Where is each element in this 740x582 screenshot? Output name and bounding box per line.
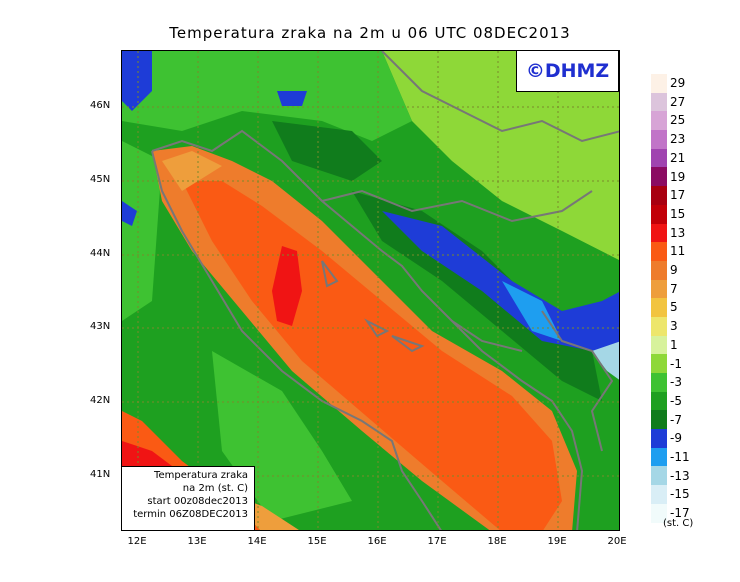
legend-swatch	[651, 391, 667, 411]
legend-label: 27	[670, 94, 686, 109]
lon-label-16e: 16E	[367, 536, 387, 547]
lat-label-42n: 42N	[90, 395, 111, 406]
color-legend	[651, 74, 667, 523]
legend-label: -1	[670, 356, 682, 371]
legend-swatch	[651, 260, 667, 280]
info-line-4: termin 06Z08DEC2013	[133, 509, 248, 520]
legend-swatch	[651, 148, 667, 168]
legend-swatch	[651, 186, 667, 205]
lat-label-41n: 41N	[90, 469, 111, 480]
legend-label: -7	[670, 412, 682, 427]
lon-label-19e: 19E	[547, 536, 567, 547]
lat-label-44n: 44N	[90, 248, 111, 259]
legend-label: 1	[670, 337, 678, 352]
legend-label: 13	[670, 225, 686, 240]
legend-label: 17	[670, 188, 686, 203]
legend-label: 5	[670, 300, 678, 315]
legend-label: -3	[670, 375, 682, 390]
legend-label: 21	[670, 150, 686, 165]
legend-label: 15	[670, 206, 686, 221]
legend-label: -15	[670, 487, 690, 502]
legend-swatch	[651, 410, 667, 430]
legend-label: -11	[670, 450, 690, 464]
dhmz-logo: ©DHMZ	[516, 50, 619, 92]
graticule	[122, 51, 619, 530]
lat-label-45n: 45N	[90, 174, 111, 185]
lat-label-43n: 43N	[90, 321, 111, 332]
lon-label-12e: 12E	[127, 536, 147, 547]
info-line-1: Temperatura zraka	[154, 470, 248, 481]
lat-label-46n: 46N	[90, 100, 111, 111]
legend-label: -9	[670, 431, 682, 446]
legend-swatch	[651, 130, 667, 149]
legend-unit: (st. C)	[663, 518, 694, 529]
legend-swatch	[651, 298, 667, 317]
legend-swatch	[651, 242, 667, 261]
lon-label-13e: 13E	[187, 536, 207, 547]
legend-label: -5	[670, 393, 682, 408]
legend-swatch	[651, 373, 667, 392]
legend-label: 19	[670, 169, 686, 184]
legend-swatch	[651, 485, 667, 504]
legend-swatch	[651, 74, 667, 93]
legend-swatch	[651, 167, 667, 187]
lon-label-18e: 18E	[487, 536, 507, 547]
lon-label-20e: 20E	[607, 536, 627, 547]
legend-label: -17	[670, 506, 690, 521]
map-title: Temperatura zraka na 2m u 06 UTC 08DEC20…	[169, 24, 571, 42]
legend-swatch	[651, 429, 667, 448]
legend-label: 7	[670, 281, 678, 296]
legend-swatch	[651, 354, 667, 373]
legend-swatch	[651, 447, 667, 467]
lon-label-15e: 15E	[307, 536, 327, 547]
legend-label: 9	[670, 263, 678, 277]
info-line-2: na 2m (st. C)	[182, 483, 248, 494]
red-patch	[272, 246, 302, 326]
info-line-3: start 00z08dec2013	[147, 496, 248, 507]
legend-swatch	[651, 335, 667, 355]
legend-swatch	[651, 316, 667, 336]
legend-label: 25	[670, 113, 686, 128]
temperature-map	[121, 50, 620, 531]
legend-label: -13	[670, 468, 690, 483]
legend-swatch	[651, 111, 667, 131]
info-box: Temperatura zraka na 2m (st. C) start 00…	[121, 466, 255, 531]
legend-swatch	[651, 92, 667, 112]
legend-label: 23	[670, 132, 686, 147]
legend-label: 3	[670, 319, 678, 334]
legend-swatch	[651, 204, 667, 224]
legend-swatch	[651, 466, 667, 486]
legend-swatch	[651, 223, 667, 243]
legend-label: 29	[670, 76, 686, 90]
legend-swatch	[651, 279, 667, 299]
legend-swatch	[651, 503, 667, 523]
legend-label: 11	[670, 244, 686, 259]
map-canvas	[122, 51, 619, 530]
lon-label-17e: 17E	[427, 536, 447, 547]
lon-label-14e: 14E	[247, 536, 267, 547]
